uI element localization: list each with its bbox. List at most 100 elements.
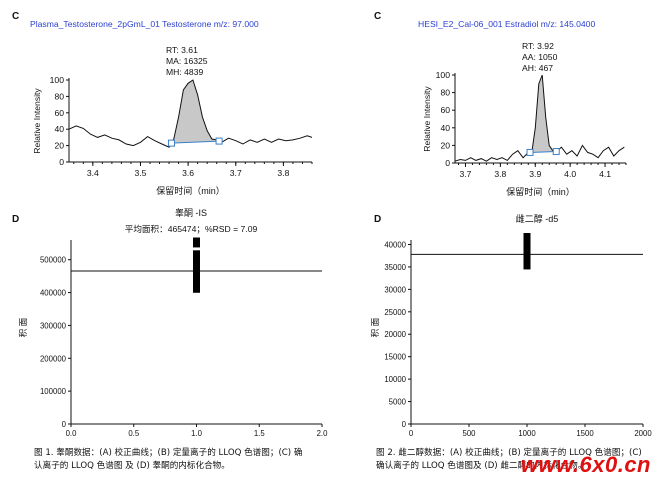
caption-right-line1: 图 2. 雌二醇数据：(A) 校正曲线；(B) 定量离子的 LLOQ 色谱图；(… (376, 448, 642, 458)
y-axis-label: Relative Intensity (422, 86, 432, 152)
x-tick-label: 4.1 (599, 169, 611, 179)
y-tick-label: 20 (54, 141, 64, 151)
peak-annotation-line: MA: 16325 (166, 56, 208, 66)
peak-area-fill (530, 75, 557, 153)
data-point (193, 263, 200, 269)
y-tick-label: 30000 (384, 285, 406, 294)
y-axis-label-char: 面 (370, 317, 380, 326)
x-tick-label: 3.7 (459, 169, 471, 179)
data-point (193, 271, 200, 277)
caption-left-line2: 认离子的 LLOQ 色谱图 及 (D) 睾酮的内标化合物。 (34, 461, 230, 471)
data-point (193, 275, 200, 281)
y-tick-label: 35000 (384, 263, 406, 272)
x-tick-label: 1500 (576, 429, 594, 438)
x-tick-label: 3.9 (529, 169, 541, 179)
y-axis-label-char: 积 (17, 328, 28, 337)
y-tick-label: 100000 (40, 387, 67, 396)
data-point (523, 260, 531, 266)
x-tick-label: 1.0 (191, 429, 203, 438)
x-tick-label: 2.0 (317, 429, 329, 438)
data-point (193, 242, 200, 248)
y-tick-label: 5000 (389, 398, 407, 407)
panel-label-d-right: D (374, 214, 381, 225)
watermark: www.6x0.cn (521, 452, 651, 478)
y-tick-label: 20 (440, 140, 450, 150)
peak-annotation-line: AA: 1050 (522, 52, 558, 62)
x-tick-label: 3.7 (230, 168, 242, 178)
x-tick-label: 500 (462, 429, 476, 438)
data-point (523, 246, 531, 252)
caption-right: 图 2. 雌二醇数据：(A) 校正曲线；(B) 定量离子的 LLOQ 色谱图；(… (376, 447, 642, 473)
integration-baseline (530, 151, 557, 153)
panel-label-c-right: C (374, 11, 381, 22)
y-tick-label: 10000 (384, 375, 406, 384)
y-tick-label: 80 (440, 88, 450, 98)
panel-label-c-left: C (12, 11, 19, 22)
data-point (523, 264, 531, 270)
watermark-prefix: www. (520, 452, 580, 477)
data-point (523, 253, 531, 259)
data-point (193, 258, 200, 264)
peak-annotation-line: RT: 3.61 (166, 45, 198, 55)
y-tick-label: 25000 (384, 308, 406, 317)
y-tick-label: 40 (54, 124, 64, 134)
data-point (193, 283, 200, 289)
y-tick-label: 40000 (384, 240, 406, 249)
peak-end-marker (215, 137, 223, 145)
integration-baseline (171, 140, 220, 144)
peak-annotation-line: AH: 467 (522, 63, 553, 73)
data-point (193, 250, 200, 256)
peak-start-marker (526, 148, 534, 156)
x-tick-label: 4.0 (564, 169, 576, 179)
data-point (193, 287, 200, 293)
chart-title: HESI_E2_Cal-06_001 Estradiol m/z: 145.04… (418, 19, 595, 29)
y-axis-label-char: 面 (18, 317, 28, 326)
caption-left: 图 1. 睾酮数据：(A) 校正曲线；(B) 定量离子的 LLOQ 色谱图；(C… (34, 447, 302, 473)
y-tick-label: 0 (402, 420, 407, 429)
caption-left-line1: 图 1. 睾酮数据：(A) 校正曲线；(B) 定量离子的 LLOQ 色谱图；(C… (34, 448, 303, 458)
data-point (523, 235, 531, 241)
y-axis-label: Relative Intensity (32, 88, 42, 154)
is-area-testosterone: 睾酮 -IS 平均面积：465474；%RSD = 7.09 0 100000 2000… (17, 207, 328, 438)
peak-annotation-line: MH: 4839 (166, 67, 203, 77)
x-axis-label: 保留时间（min） (506, 186, 575, 197)
peak-area-fill (171, 80, 220, 144)
chromatogram-estradiol: HESI_E2_Cal-06_001 Estradiol m/z: 145.04… (418, 19, 627, 197)
data-point (193, 254, 200, 260)
y-tick-label: 20000 (384, 330, 406, 339)
chromatogram-testosterone: Plasma_Testosterone_2pGmL_01 Testosteron… (30, 19, 313, 196)
y-tick-label: 100 (50, 75, 65, 85)
is-area-estradiol: 雌二醇 -d5050001000015000200002500030000350… (369, 213, 652, 438)
watermark-suffix: .cn (617, 452, 651, 477)
chromatogram-trace (454, 74, 625, 162)
x-tick-label: 0.5 (128, 429, 140, 438)
y-tick-label: 60 (440, 105, 450, 115)
chart-title: 雌二醇 -d5 (516, 213, 559, 224)
data-point (193, 267, 200, 273)
data-point (523, 242, 531, 248)
caption-right-line2: 确认离子的 LLOQ 色谱图及 (D) 雌二醇的内标化合物。 (376, 461, 587, 471)
chart-title: Plasma_Testosterone_2pGmL_01 Testosteron… (30, 19, 259, 29)
data-point (193, 279, 200, 285)
y-tick-label: 300000 (40, 321, 67, 330)
y-tick-label: 200000 (40, 354, 67, 363)
panel-label-d-left: D (12, 214, 19, 225)
y-tick-label: 60 (54, 108, 64, 118)
x-tick-label: 0.0 (66, 429, 78, 438)
x-tick-label: 2000 (634, 429, 652, 438)
y-axis-label-char: 积 (369, 328, 380, 337)
peak-annotation-line: RT: 3.92 (522, 41, 554, 51)
x-axis-label: 保留时间（min） (156, 185, 225, 196)
y-tick-label: 400000 (40, 289, 67, 298)
data-point (523, 250, 531, 256)
y-tick-label: 0 (59, 157, 64, 167)
y-tick-label: 80 (54, 91, 64, 101)
data-point (523, 257, 531, 263)
x-tick-label: 0 (409, 429, 414, 438)
watermark-main: 6x0 (579, 452, 618, 477)
y-tick-label: 500000 (40, 256, 67, 265)
data-point (523, 239, 531, 245)
y-tick-label: 15000 (384, 353, 406, 362)
x-tick-label: 3.6 (182, 168, 194, 178)
